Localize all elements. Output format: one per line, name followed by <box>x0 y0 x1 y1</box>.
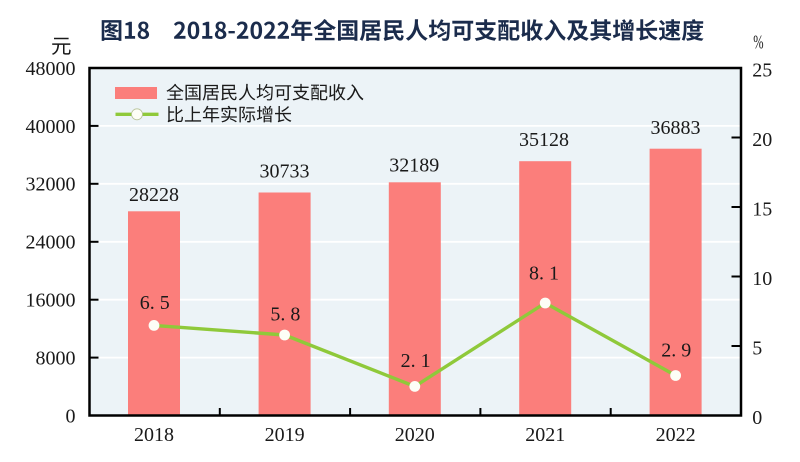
svg-text:2. 9: 2. 9 <box>661 340 691 362</box>
svg-text:2. 1: 2. 1 <box>401 350 431 372</box>
svg-text:5. 8: 5. 8 <box>270 304 300 326</box>
svg-text:2021: 2021 <box>525 424 565 446</box>
svg-text:48000: 48000 <box>26 58 76 80</box>
svg-text:36883: 36883 <box>651 117 701 139</box>
svg-text:20: 20 <box>752 129 772 151</box>
svg-text:32000: 32000 <box>26 174 76 196</box>
svg-text:25: 25 <box>752 59 772 81</box>
svg-text:0: 0 <box>752 407 762 429</box>
svg-text:2019: 2019 <box>265 424 305 446</box>
svg-text:32189: 32189 <box>389 155 439 177</box>
svg-text:28228: 28228 <box>129 184 179 206</box>
svg-text:30733: 30733 <box>260 161 310 183</box>
svg-text:40000: 40000 <box>26 116 76 138</box>
svg-text:35128: 35128 <box>519 129 569 151</box>
svg-text:6. 5: 6. 5 <box>140 292 170 314</box>
svg-text:0: 0 <box>66 405 76 427</box>
svg-text:16000: 16000 <box>26 290 76 312</box>
svg-text:24000: 24000 <box>26 232 76 254</box>
svg-text:15: 15 <box>752 198 772 220</box>
svg-text:2022: 2022 <box>656 424 696 446</box>
svg-text:5: 5 <box>752 337 762 359</box>
svg-text:10: 10 <box>752 268 772 290</box>
svg-text:2020: 2020 <box>395 424 435 446</box>
svg-text:8000: 8000 <box>36 347 76 369</box>
svg-text:2018: 2018 <box>134 424 174 446</box>
svg-text:%: % <box>753 30 763 53</box>
svg-text:8. 1: 8. 1 <box>529 263 559 285</box>
